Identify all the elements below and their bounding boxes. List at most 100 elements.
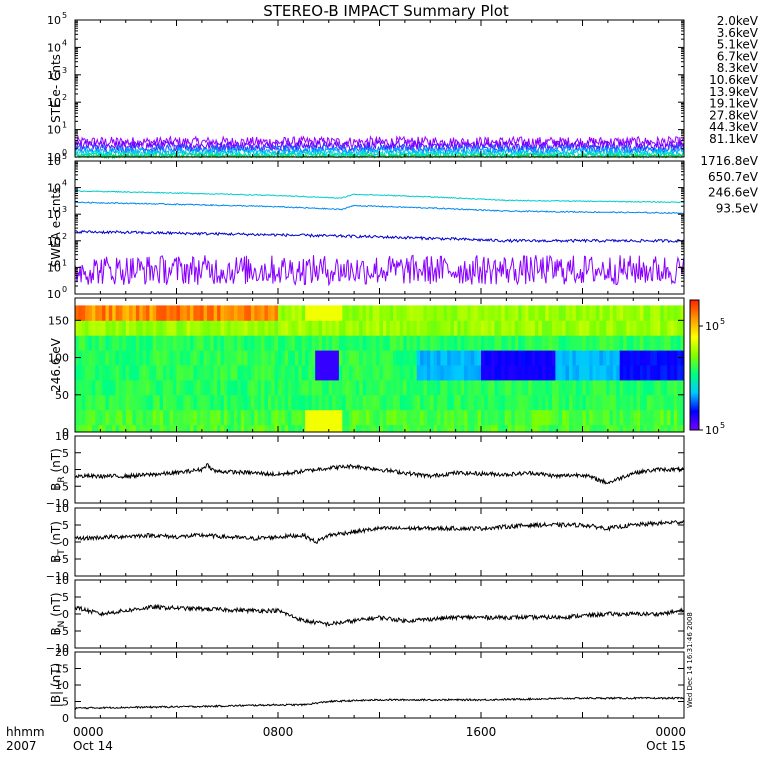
series-bn	[74, 603, 685, 628]
heatmap-cell	[129, 394, 133, 411]
heatmap-cell	[626, 305, 631, 321]
heatmap-cell	[257, 365, 262, 381]
heatmap-cell	[227, 409, 232, 426]
heatmap-cell	[139, 394, 144, 411]
heatmap-cell	[183, 379, 188, 396]
heatmap-cell	[403, 350, 408, 366]
heatmap-cell	[602, 409, 607, 426]
heatmap-cell	[376, 379, 380, 396]
heatmap-cell	[250, 305, 255, 321]
x-tick-label: 0800	[263, 725, 294, 739]
heatmap-cell	[213, 409, 218, 426]
heatmap-cell	[105, 424, 110, 433]
heatmap-cell	[409, 320, 414, 336]
heatmap-cell	[278, 394, 282, 411]
heatmap-cell	[288, 305, 292, 321]
heatmap-cell	[619, 350, 624, 366]
heatmap-cell	[355, 424, 360, 433]
heatmap-cell	[217, 320, 221, 336]
heatmap-cell	[179, 335, 184, 351]
heatmap-cell	[481, 350, 485, 366]
heatmap-cell	[173, 335, 177, 351]
heatmap-cell	[525, 379, 529, 396]
heatmap-cell	[132, 350, 137, 366]
heatmap-cell	[460, 365, 465, 381]
heatmap-cell	[633, 365, 638, 381]
heatmap-cell	[132, 409, 137, 426]
heatmap-cell	[223, 424, 228, 433]
legend-swea-entry: 650.7eV	[708, 170, 759, 184]
heatmap-cell	[318, 379, 323, 396]
heatmap-cell	[650, 305, 655, 321]
heatmap-cell	[210, 424, 215, 433]
heatmap-cell	[541, 305, 546, 321]
heatmap-cell	[75, 424, 79, 433]
heatmap-cell	[467, 320, 472, 336]
heatmap-cell	[440, 394, 445, 411]
heatmap-cell	[190, 335, 194, 351]
heatmap-cell	[656, 305, 661, 321]
heatmap-cell	[223, 350, 228, 366]
heatmap-cell	[420, 365, 424, 381]
heatmap-cell	[521, 350, 526, 366]
heatmap-cell	[95, 379, 100, 396]
heatmap-cell	[271, 305, 276, 321]
heatmap-cell	[261, 394, 265, 411]
heatmap-cell	[230, 379, 235, 396]
heatmap-cell	[152, 409, 157, 426]
y-tick-label: −10	[46, 642, 69, 655]
heatmap-cell	[379, 424, 384, 433]
series-br	[74, 463, 685, 485]
heatmap-cell	[562, 394, 567, 411]
heatmap-cell	[511, 424, 516, 433]
heatmap-cell	[538, 409, 543, 426]
heatmap-cell	[447, 320, 452, 336]
heatmap-cell	[677, 365, 682, 381]
heatmap-cell	[254, 394, 259, 411]
heatmap-cell	[633, 409, 638, 426]
heatmap-cell	[240, 335, 245, 351]
heatmap-cell	[629, 305, 634, 321]
heatmap-cell	[288, 320, 292, 336]
heatmap-cell	[190, 424, 194, 433]
heatmap-cell	[470, 379, 475, 396]
heatmap-cell	[582, 305, 587, 321]
heatmap-cell	[284, 365, 289, 381]
heatmap-cell	[146, 320, 150, 336]
heatmap-cell	[663, 350, 668, 366]
heatmap-cell	[250, 394, 255, 411]
heatmap-cell	[670, 424, 675, 433]
heatmap-cell	[139, 305, 144, 321]
heatmap-cell	[609, 394, 614, 411]
heatmap-cell	[349, 409, 353, 426]
heatmap-cell	[602, 424, 607, 433]
heatmap-cell	[447, 394, 452, 411]
heatmap-cell	[342, 305, 347, 321]
heatmap-cell	[372, 409, 377, 426]
heatmap-cell	[663, 409, 668, 426]
y-tick-label: 10	[55, 574, 69, 587]
heatmap-cell	[359, 409, 364, 426]
y-tick-label: 0	[62, 426, 69, 439]
heatmap-cell	[508, 320, 512, 336]
heatmap-cell	[366, 365, 370, 381]
heatmap-cell	[393, 335, 397, 351]
heatmap-cell	[585, 424, 590, 433]
heatmap-cell	[284, 424, 289, 433]
y-axis-label: BN (nT)	[49, 592, 67, 635]
heatmap-cell	[250, 320, 255, 336]
x-tick-label: 0000	[655, 725, 686, 739]
heatmap-cell	[514, 335, 519, 351]
heatmap-cell	[298, 424, 303, 433]
heatmap-cell	[294, 379, 299, 396]
heatmap-cell	[481, 424, 485, 433]
heatmap-cell	[460, 424, 465, 433]
legend-ste-entry: 27.8keV	[709, 108, 759, 122]
heatmap-cell	[457, 350, 462, 366]
heatmap-cell	[108, 409, 113, 426]
heatmap-cell	[200, 350, 205, 366]
heatmap-cell	[376, 424, 380, 433]
heatmap-cell	[514, 350, 519, 366]
